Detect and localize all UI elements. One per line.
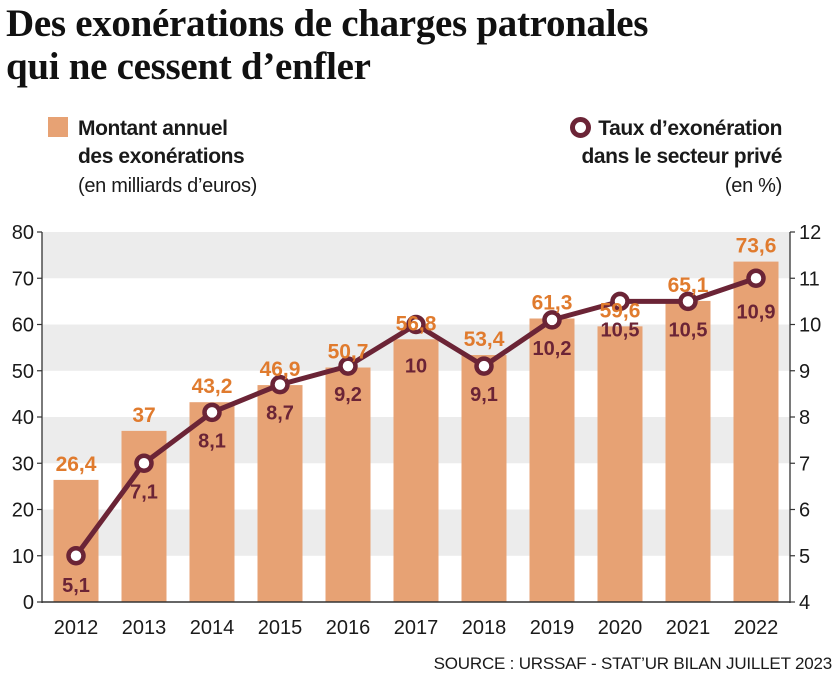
x-tick-2017: 2017 [394,617,439,639]
bar-label-2019: 61,3 [532,291,573,314]
rate-point-2016 [338,356,358,376]
bar-label-2022: 73,6 [736,235,777,258]
left-tick-20: 20 [12,500,34,522]
left-tick-40: 40 [12,407,34,429]
rate-label-2017: 10 [405,356,427,378]
source-note: SOURCE : URSSAF - STAT’UR BILAN JUILLET … [433,654,833,673]
right-tick-10: 10 [799,315,821,337]
chart-title-line-2: qui ne cessent d’enfler [6,45,371,88]
legend-line-label-2: dans le secteur privé [581,145,782,168]
bar-2019 [529,318,575,602]
rate-label-2021: 10,5 [669,319,708,341]
chart-bars [53,261,779,602]
left-tick-30: 30 [12,453,34,475]
legend-bars-unit: (en milliards d’euros) [78,175,258,197]
bar-2016 [325,367,371,602]
rate-point-2020 [610,291,630,312]
bar-2014 [189,402,235,602]
right-tick-9: 9 [799,361,810,383]
bar-label-2013: 37 [132,404,155,427]
x-tick-2020: 2020 [598,617,643,639]
bar-label-2017: 56,8 [396,312,437,335]
bar-label-2021: 65,1 [668,274,709,297]
rate-label-2012: 5,1 [62,575,90,597]
rate-point-2014 [202,402,222,423]
rate-point-2018 [474,356,494,376]
bar-2017 [393,339,439,602]
right-tick-12: 12 [799,222,821,244]
bar-2020 [597,326,643,602]
chart-title: Des exonérations de charges patronales q… [6,2,826,88]
bar-label-2016: 50,7 [328,341,369,364]
legend-line-label-1: Taux d’exonération [598,117,782,140]
bar-2015 [257,385,303,602]
legend-line-marker [570,117,592,138]
grid-band [42,232,790,279]
left-tick-70: 70 [12,268,34,290]
rate-point-2013 [134,453,154,473]
rate-point-2021 [678,291,698,312]
rate-label-2015: 8,7 [266,403,294,425]
rate-point-2019 [542,310,562,330]
legend-bar-swatch [48,117,68,137]
left-tick-50: 50 [12,361,34,383]
left-tick-10: 10 [12,546,34,568]
left-tick-0: 0 [23,592,34,614]
bar-2021 [665,300,711,602]
rate-point-2012 [66,546,86,566]
rate-label-2013: 7,1 [130,481,158,503]
rate-point-2015 [270,374,290,395]
chart-title-line-1: Des exonérations de charges patronales [6,2,649,45]
rate-label-2022: 10,9 [737,301,776,323]
x-tick-2018: 2018 [462,617,507,639]
x-tick-2016: 2016 [326,617,371,639]
chart-labels: 26,4 37 43,2 46,9 50,7 56,8 53,4 61,3 59,6 65,1 73… [56,235,777,597]
x-tick-2021: 2021 [666,617,711,639]
bar-label-2015: 46,9 [260,358,301,381]
right-tick-6: 6 [799,500,810,522]
left-tick-60: 60 [12,315,34,337]
chart-axes: 0 10 20 30 40 50 60 70 80 4 5 6 7 8 9 10 11 12 2012 2013 201… [12,222,822,639]
legend-line: Taux d’exonération dans le secteur privé… [570,115,782,201]
legend-line-unit: (en %) [724,175,782,197]
x-tick-2012: 2012 [54,617,99,639]
left-tick-80: 80 [12,222,34,244]
x-tick-2015: 2015 [258,617,303,639]
right-tick-4: 4 [799,592,810,614]
rate-point-2022 [746,268,766,288]
x-tick-2019: 2019 [530,617,575,639]
bar-2018 [461,355,507,602]
bar-label-2014: 43,2 [192,375,233,398]
rate-point-2017 [406,314,426,335]
legend-bars-label-2: des exonérations [78,145,245,168]
rate-label-2020: 10,5 [601,319,640,341]
bar-label-2012: 26,4 [56,453,97,476]
right-tick-8: 8 [799,407,810,429]
chart-line [66,268,766,566]
rate-label-2018: 9,1 [470,384,498,406]
x-tick-2014: 2014 [190,617,235,639]
right-tick-7: 7 [799,453,810,475]
rate-label-2019: 10,2 [533,338,572,360]
x-tick-2022: 2022 [734,617,779,639]
bar-2012 [53,479,99,602]
legend-bars-label-1: Montant annuel [78,117,228,140]
bar-label-2020: 59,6 [600,299,641,322]
right-tick-11: 11 [799,268,820,290]
x-tick-2013: 2013 [122,617,167,639]
rate-label-2014: 8,1 [198,430,226,452]
rate-label-2016: 9,2 [334,384,362,406]
bar-2022 [733,261,779,602]
right-tick-5: 5 [799,546,810,568]
bar-label-2018: 53,4 [464,328,505,351]
